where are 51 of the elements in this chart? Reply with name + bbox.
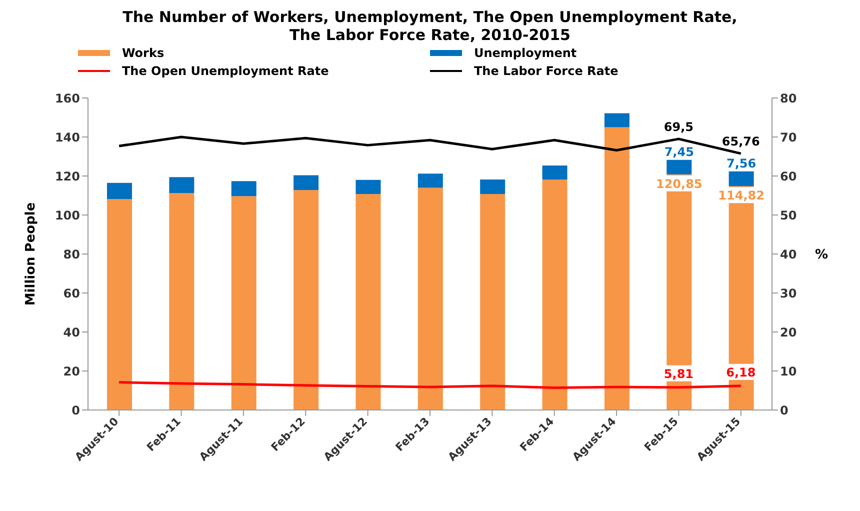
y-tick-label: 160 [54,91,80,106]
bar [356,180,381,194]
bar [169,192,194,410]
data-label: 120,85 [656,176,702,191]
y-tick-label: 140 [54,130,80,144]
y2-tick-label: 40 [780,247,797,262]
data-label: 5,81 [664,366,694,381]
bar [356,194,381,410]
chart-title: The Number of Workers, Unemployment, The Open Unemployment Rate, The Labor Force Rate, 2010-2015 [122,8,738,44]
bar [480,194,506,410]
bar [542,165,568,180]
bar [480,180,506,194]
y2-tick-label: 80 [780,91,797,106]
y2-tick-label: 10 [780,364,797,378]
bar [604,127,630,410]
y2-tick-label: 0 [780,403,788,418]
bar [604,113,630,128]
data-label: 7,56 [726,156,756,170]
bar [294,175,319,190]
y2-tick-label: 60 [780,169,797,184]
y-tick-label: 100 [54,208,80,222]
bar [418,188,443,410]
y-tick-label: 20 [63,364,80,378]
y2-tick-label: 30 [780,286,797,300]
legend-label: Works [122,46,164,60]
data-label: 65,76 [722,134,760,149]
data-label: 69,5 [664,120,694,134]
y2-tick-label: 50 [780,208,797,222]
bar [231,196,256,410]
data-label: 114,82 [718,188,764,203]
bar [418,174,443,188]
data-label: 7,45 [664,144,694,159]
y-tick-label: 80 [63,247,80,262]
y-axis-title: Million People [24,202,39,306]
bar [231,181,256,196]
bar [107,199,132,410]
legend-label: The Open Unemployment Rate [122,64,329,78]
bar [542,180,568,410]
y2-axis-title: % [814,248,828,263]
y-tick-label: 40 [63,325,80,340]
bar [169,177,194,193]
bar [294,190,319,410]
y-tick-label: 0 [72,403,80,418]
y2-tick-label: 70 [780,130,797,144]
y2-tick-label: 20 [780,325,797,340]
legend-label: The Labor Force Rate [474,64,618,78]
y-tick-label: 60 [63,286,80,300]
data-label: 6,18 [726,365,756,380]
legend-label: Unemployment [474,46,577,60]
y-tick-label: 120 [54,169,80,184]
bar [107,182,132,200]
